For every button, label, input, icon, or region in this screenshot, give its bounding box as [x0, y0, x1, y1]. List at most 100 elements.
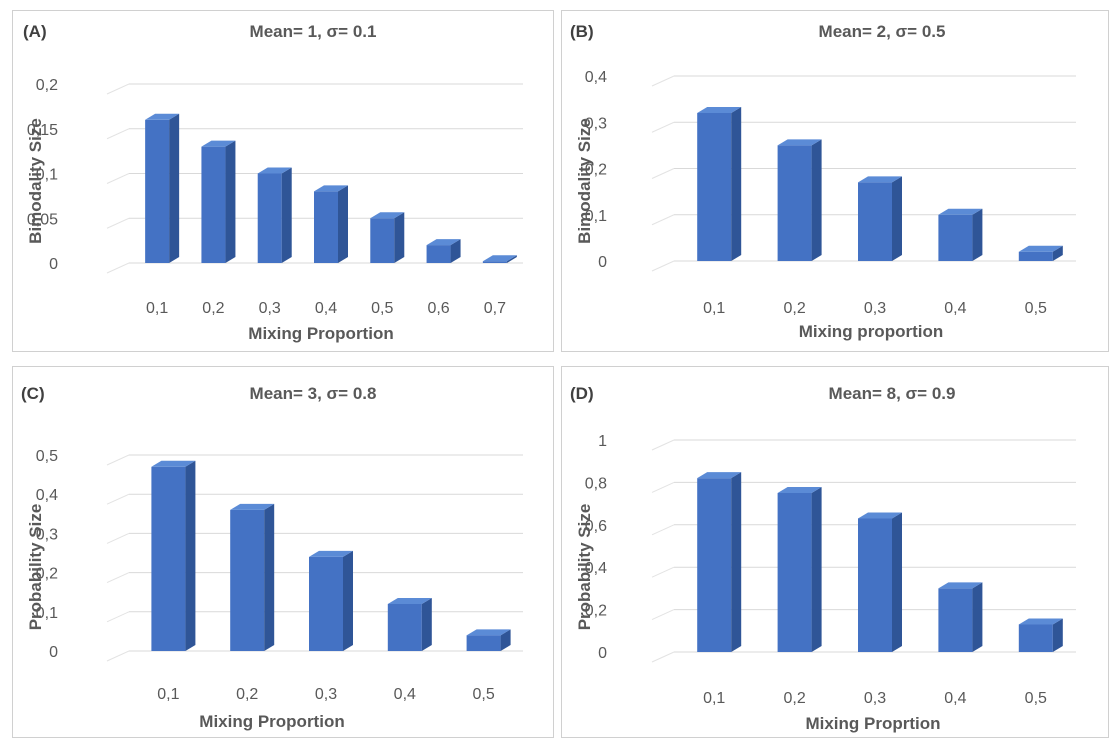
bar-top: [938, 582, 983, 589]
y-tick-label: 0,3: [585, 115, 607, 132]
x-tick-label: 0,5: [371, 300, 393, 317]
bar: [777, 139, 822, 261]
y-axis-label: Bimodality Size: [26, 118, 45, 244]
bar-side: [185, 460, 196, 651]
chart-title: Mean= 3, σ= 0.8: [250, 384, 377, 403]
bar-top: [697, 107, 742, 113]
bar-side: [811, 139, 822, 261]
y-tick-label: 0,3: [36, 526, 58, 543]
chart-title: Mean= 2, σ= 0.5: [819, 22, 946, 41]
bar-top: [201, 140, 236, 147]
bar: [858, 176, 902, 261]
bar-front: [938, 588, 973, 652]
bar: [230, 503, 275, 651]
x-axis-label: Mixing Proprtion: [805, 714, 940, 733]
chart-panel-d: 0 0,2 0,4 0,6 0,8 1 0,1 0,2 0,3 0,4 0,5 (D) Mean= 8,…: [561, 366, 1109, 738]
x-tick-label: 0,3: [315, 686, 337, 703]
x-tick-label: 0,4: [315, 300, 337, 317]
gridline-wall: [651, 121, 675, 133]
bar-side: [500, 629, 511, 651]
bar-front: [697, 478, 732, 652]
bar: [426, 239, 461, 263]
bar-side: [169, 113, 180, 263]
gridline-wall: [106, 650, 130, 662]
gridline-wall: [106, 262, 130, 274]
gridline-wall: [106, 493, 130, 505]
bar-side: [343, 550, 353, 651]
gridline-wall: [106, 217, 130, 229]
chart-panel-a: 0 0,05 0,1 0,15 0,2 0,1 0,2 0,3 0,4 0,5 0,6 0,7 (A) M…: [12, 10, 554, 352]
chart-title: Mean= 8, σ= 0.9: [829, 384, 956, 403]
bar-top: [426, 239, 461, 246]
bar-side: [892, 176, 902, 261]
y-axis-label: Bimodality Size: [575, 118, 594, 244]
bar-front: [309, 556, 343, 651]
chart-d: 0 0,2 0,4 0,6 0,8 1 0,1 0,2 0,3 0,4 0,5 (D) Mean= 8,…: [570, 384, 1076, 733]
bar-side: [450, 239, 461, 263]
bar-top: [777, 487, 822, 493]
gridline-wall: [651, 75, 675, 87]
bar: [201, 140, 236, 263]
x-tick-label: 0,5: [1025, 690, 1047, 707]
bar-top: [466, 629, 511, 636]
x-tick-label: 0,4: [944, 690, 966, 707]
gridline-wall: [651, 214, 675, 226]
gridline-wall: [651, 609, 675, 621]
y-tick-label: 0,15: [27, 122, 58, 139]
bar-top: [145, 113, 180, 120]
y-tick-label: 0: [49, 256, 58, 273]
x-tick-label: 0,4: [394, 686, 416, 703]
gridline-wall: [651, 651, 675, 663]
bar-side: [506, 255, 517, 263]
x-tick-label: 0,5: [1025, 300, 1047, 317]
bar: [309, 550, 353, 651]
bar-front: [145, 119, 170, 263]
y-axis-label: Probability Size: [26, 504, 45, 631]
bar-side: [811, 487, 822, 652]
y-tick-label: 0,4: [585, 560, 607, 577]
x-axis-label: Mixing proportion: [799, 322, 943, 341]
x-tick-label: 0,3: [259, 300, 281, 317]
x-tick-label: 0,1: [157, 686, 179, 703]
bar-front: [858, 182, 892, 261]
y-tick-label: 0: [598, 645, 607, 662]
bar-side: [281, 167, 292, 263]
bar: [1018, 245, 1063, 261]
bar-front: [466, 635, 501, 651]
bar: [387, 597, 432, 651]
x-tick-label: 0,2: [202, 300, 224, 317]
gridline-wall: [106, 454, 130, 466]
bar-front: [426, 245, 451, 263]
bar-side: [731, 472, 742, 652]
y-tick-label: 0,6: [585, 518, 607, 535]
bar-top: [314, 185, 348, 192]
panel-label: (B): [570, 22, 594, 41]
bar-side: [225, 140, 236, 263]
gridline-wall: [651, 524, 675, 536]
bar: [858, 512, 902, 652]
bar-front: [1018, 251, 1053, 261]
y-tick-label: 0,1: [36, 605, 58, 622]
bar: [151, 460, 196, 651]
x-tick-label: 0,6: [427, 300, 449, 317]
bar: [1018, 618, 1063, 652]
x-tick-label: 0,1: [146, 300, 168, 317]
bar-side: [394, 212, 405, 263]
bar-top: [370, 212, 405, 219]
x-tick-label: 0,3: [864, 690, 886, 707]
chart-panel-c: 0 0,1 0,2 0,3 0,4 0,5 0,1 0,2 0,3 0,4 0,5 (C) Mean= …: [12, 366, 554, 738]
bar-top: [230, 503, 275, 510]
bar-top: [858, 176, 902, 183]
bar-side: [972, 208, 983, 261]
bar-side: [1052, 618, 1063, 652]
bar-front: [230, 509, 265, 651]
bar: [938, 208, 983, 261]
gridline-wall: [651, 566, 675, 578]
panel-label: (D): [570, 384, 594, 403]
bar: [370, 212, 405, 263]
bar: [777, 487, 822, 652]
x-tick-label: 0,4: [944, 300, 966, 317]
bar: [482, 255, 517, 263]
y-axis-label: Probability Size: [575, 504, 594, 631]
gridline-wall: [106, 173, 130, 184]
